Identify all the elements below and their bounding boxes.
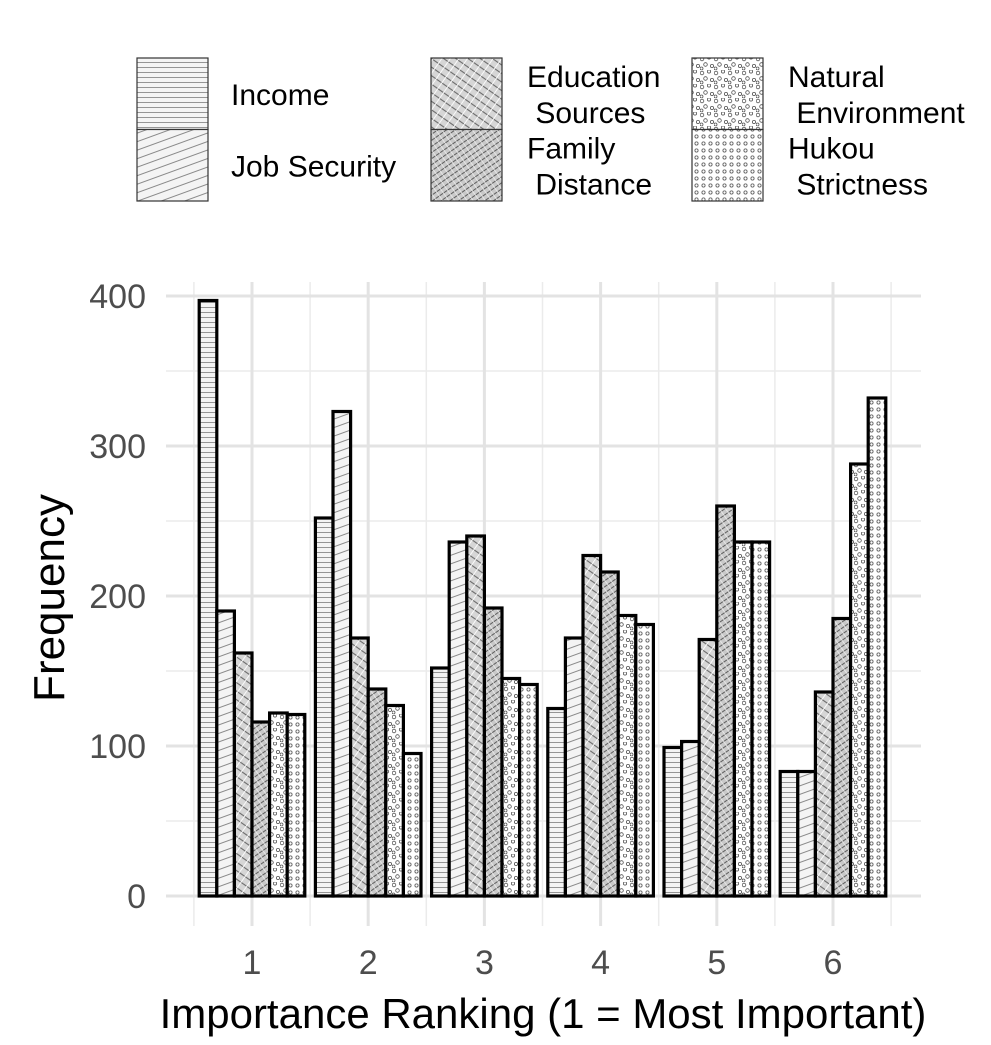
y-tick-label: 0 [127,878,146,916]
bar-family-distance-rank-1 [250,720,272,898]
x-axis: 1 2 3 4 5 6 [243,944,843,982]
bar-hukou-strictness-rank-3 [517,682,539,898]
bar-job-security-rank-6 [796,769,817,898]
legend-label-natural-environment: Natural Environment [788,61,965,130]
legend-key-education-sources [430,57,503,131]
bar-job-security-rank-1 [215,609,237,898]
y-axis: 0 100 200 300 400 [89,278,146,916]
legend-key-family-distance [430,128,503,202]
bars [197,298,888,898]
y-tick-label: 100 [89,728,146,766]
bar-job-security-rank-5 [679,739,701,898]
bar-education-sources-rank-2 [349,636,370,898]
bar-education-sources-rank-3 [465,534,486,898]
bar-family-distance-rank-6 [831,616,853,898]
bar-natural-environment-rank-5 [732,540,754,898]
bar-education-sources-rank-5 [697,637,719,898]
legend-label-hukou-strictness: Hukou Strictness [788,132,928,201]
bar-natural-environment-rank-4 [616,613,638,898]
bar-hukou-strictness-rank-2 [401,751,423,898]
y-tick-label: 300 [89,428,146,466]
bar-natural-environment-rank-2 [384,703,405,898]
bar-hukou-strictness-rank-4 [634,622,655,898]
x-tick-label: 6 [824,944,843,982]
x-tick-label: 2 [359,944,378,982]
bar-income-rank-2 [313,516,335,898]
plot-area: 0 100 200 300 400 1 2 3 4 5 6 [89,278,921,982]
legend: Income Job Security Education SourcesFamil… [136,57,965,202]
x-tick-label: 4 [591,944,610,982]
bar-job-security-rank-2 [331,409,353,898]
bar-family-distance-rank-3 [482,606,504,898]
x-tick-label: 1 [243,944,262,982]
bar-income-rank-4 [546,706,567,898]
bar-education-sources-rank-4 [581,553,603,898]
legend-key-hukou-strictness [691,128,764,202]
x-tick-label: 3 [475,944,494,982]
bar-income-rank-1 [197,298,219,898]
bar-natural-environment-rank-1 [268,711,289,898]
bar-hukou-strictness-rank-5 [750,540,772,898]
legend-label-job-security: Job Security [231,150,396,183]
x-axis-title: Importance Ranking (1 = Most Important) [160,990,927,1037]
legend-label-education-sources: Education Sources [527,61,660,130]
legend-key-income [136,57,209,131]
legend-key-job-security [136,128,209,202]
x-tick-label: 5 [707,944,726,982]
legend-key-natural-environment [691,57,764,131]
bar-natural-environment-rank-6 [848,462,870,898]
bar-family-distance-rank-4 [598,570,620,898]
bar-income-rank-6 [778,769,800,898]
bar-natural-environment-rank-3 [500,676,522,898]
legend-label-family-distance: Family Distance [527,132,652,201]
legend-label-income: Income [231,79,329,112]
y-tick-label: 400 [89,278,146,316]
bar-education-sources-rank-1 [232,651,254,898]
bar-income-rank-3 [430,666,451,898]
y-tick-label: 200 [89,578,146,616]
bar-education-sources-rank-6 [813,690,835,898]
y-axis-title: Frequency [25,494,74,702]
bar-income-rank-5 [662,745,684,898]
bar-hukou-strictness-rank-6 [866,396,888,898]
bar-hukou-strictness-rank-1 [285,712,307,898]
bar-job-security-rank-3 [447,540,469,898]
bar-job-security-rank-4 [563,636,585,898]
bar-family-distance-rank-2 [366,687,388,898]
bar-family-distance-rank-5 [715,504,736,898]
